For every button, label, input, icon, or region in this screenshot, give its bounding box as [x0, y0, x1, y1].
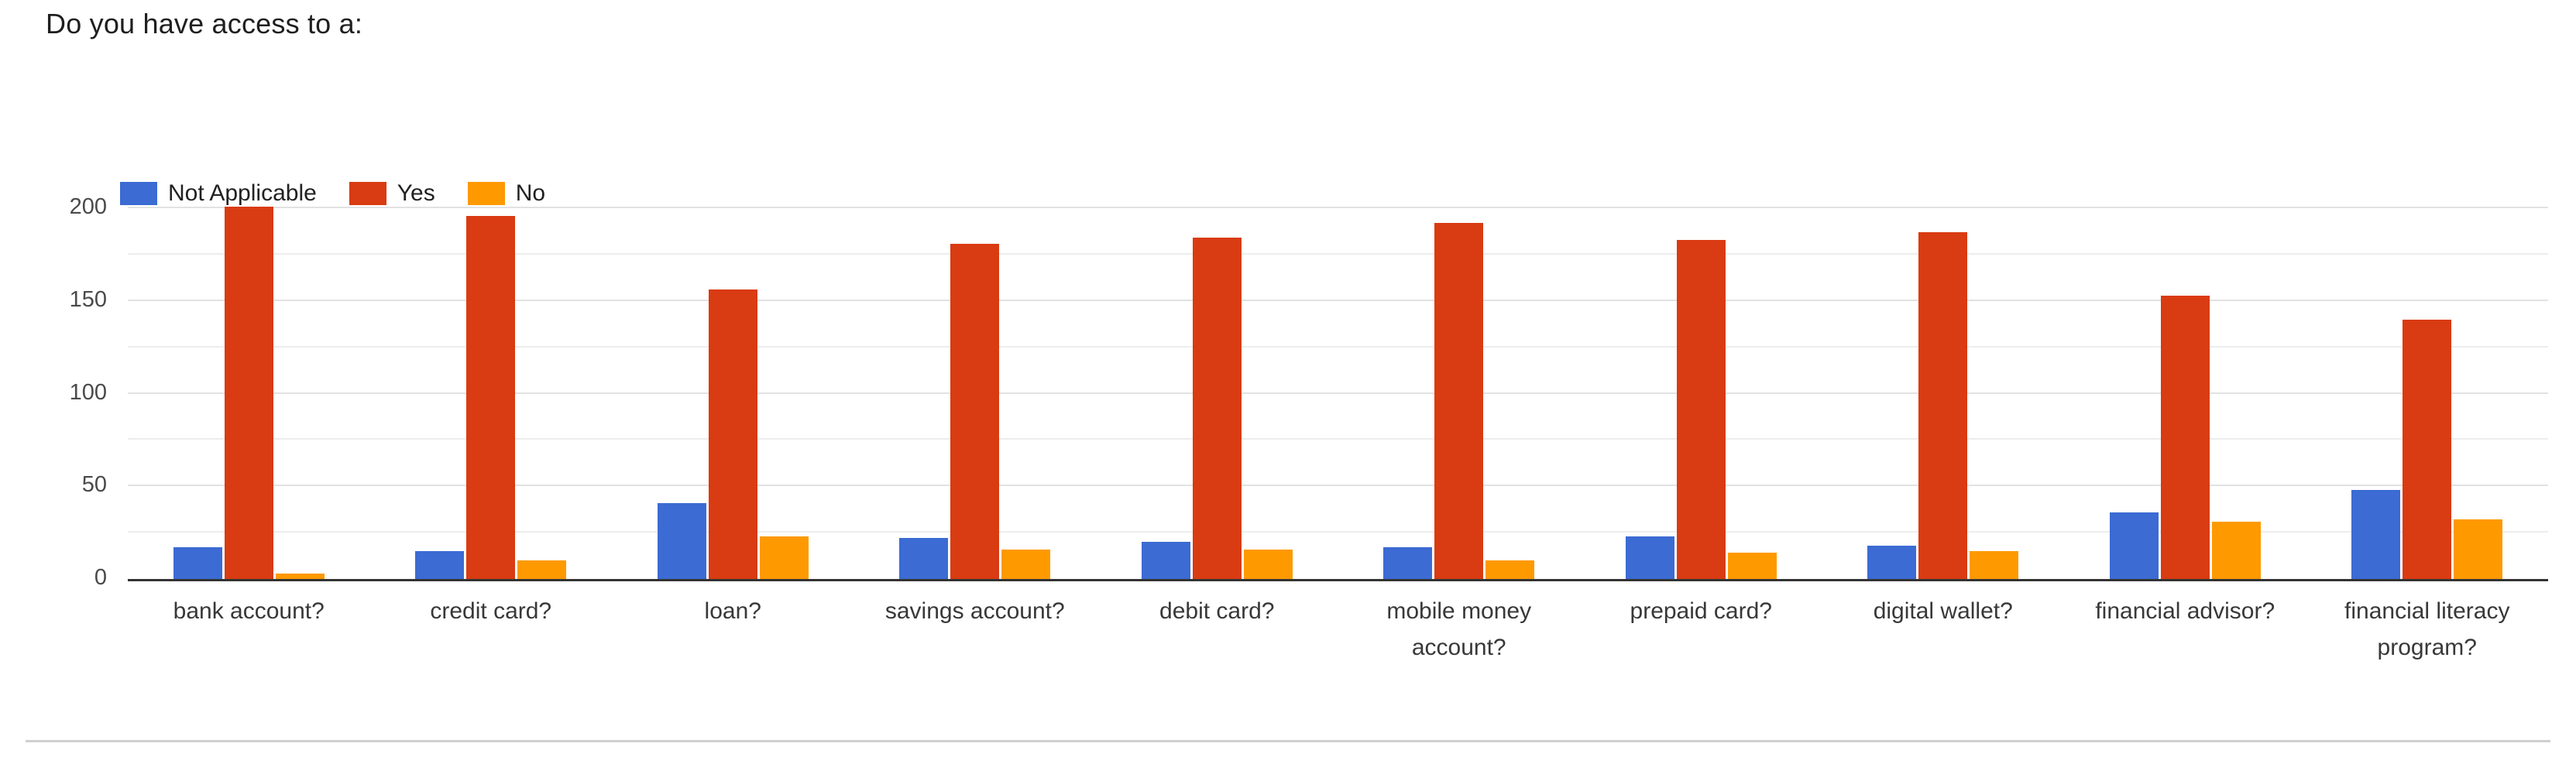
bar-group [128, 206, 370, 579]
gridline-125 [128, 345, 2548, 348]
category-label-text: financial advisor? [2095, 598, 2275, 624]
y-tick-100: 100 [69, 379, 107, 405]
legend-swatch-icon [120, 182, 157, 205]
question-title: Do you have access to a: [46, 8, 363, 39]
bar-not-applicable[interactable] [173, 547, 222, 579]
bar-not-applicable[interactable] [1625, 536, 1674, 579]
category-label: financial literacy program? [2306, 593, 2549, 666]
bar-group [2064, 295, 2306, 579]
card-bottom-divider [26, 740, 2550, 742]
bar-no[interactable] [1243, 549, 1293, 579]
bar-no[interactable] [1727, 553, 1777, 579]
bar-not-applicable[interactable] [2109, 512, 2159, 579]
y-tick-50: 50 [81, 472, 107, 498]
category-label: financial advisor? [2064, 593, 2306, 629]
bar-not-applicable[interactable] [1141, 542, 1190, 579]
bar-not-applicable[interactable] [2351, 490, 2401, 579]
category-label: bank account? [128, 593, 370, 629]
gridline-50 [128, 485, 2548, 487]
gridline-75 [128, 438, 2548, 440]
legend-item-1: Yes [349, 180, 435, 207]
legend-item-0: Not Applicable [120, 180, 317, 207]
category-label: credit card? [370, 593, 613, 629]
category-label-text: debit card? [1159, 598, 1275, 624]
bar-group [1096, 238, 1338, 579]
bar-group [370, 215, 613, 579]
bar-no[interactable] [2454, 519, 2503, 579]
bar-no[interactable] [2211, 521, 2261, 579]
bar-yes[interactable] [2403, 319, 2452, 579]
y-tick-150: 150 [69, 286, 107, 312]
bar-group [1822, 232, 2065, 579]
y-tick-200: 200 [69, 194, 107, 219]
bar-yes[interactable] [950, 243, 1000, 579]
bar-group [1338, 223, 1581, 579]
bar-group [612, 289, 854, 579]
category-label-text: loan? [704, 598, 761, 624]
gridline-200 [128, 207, 2548, 208]
gridline-150 [128, 299, 2548, 301]
bar-no[interactable] [1485, 560, 1535, 579]
bar-no[interactable] [1001, 549, 1051, 579]
bar-group [854, 243, 1097, 579]
y-tick-0: 0 [94, 565, 107, 590]
bar-yes[interactable] [2160, 295, 2210, 579]
y-axis-labels: 0 50 100 150 200 [0, 194, 107, 590]
bar-no[interactable] [517, 560, 567, 579]
bar-not-applicable[interactable] [899, 538, 949, 579]
bar-no[interactable] [1970, 551, 2019, 579]
category-label: debit card? [1096, 593, 1338, 629]
bar-yes[interactable] [224, 206, 273, 579]
category-label: digital wallet? [1822, 593, 2065, 629]
category-label-text: credit card? [430, 598, 552, 624]
gridline-100 [128, 392, 2548, 394]
category-label-text: digital wallet? [1873, 598, 2013, 624]
chart-legend: Not Applicable Yes No [120, 180, 545, 207]
bar-group [2306, 319, 2549, 579]
bar-not-applicable[interactable] [1383, 547, 1433, 579]
bar-yes[interactable] [1676, 239, 1726, 579]
bar-yes[interactable] [466, 215, 516, 579]
bar-yes[interactable] [1918, 232, 1968, 579]
category-label: savings account? [854, 593, 1097, 629]
legend-label: No [515, 180, 546, 206]
category-label: mobile money account? [1338, 593, 1581, 666]
category-label-text: savings account? [884, 598, 1065, 624]
legend-label: Yes [397, 180, 435, 206]
bar-yes[interactable] [708, 289, 757, 579]
x-axis-labels: bank account? credit card? loan? savings ac… [128, 593, 2548, 678]
legend-item-2: No [467, 180, 546, 207]
gridline-175 [128, 252, 2548, 255]
plot-area [128, 206, 2549, 581]
category-label: prepaid card? [1580, 593, 1822, 629]
category-label-text: mobile money account? [1386, 598, 1532, 660]
category-label-text: bank account? [173, 598, 325, 624]
legend-label: Not Applicable [168, 180, 317, 206]
bar-not-applicable[interactable] [1867, 545, 1917, 579]
legend-swatch-icon [349, 182, 386, 205]
bar-no[interactable] [275, 573, 325, 579]
bar-not-applicable[interactable] [657, 502, 706, 579]
category-label-text: prepaid card? [1630, 598, 1772, 624]
legend-swatch-icon [467, 182, 505, 205]
bar-no[interactable] [759, 536, 809, 579]
bar-yes[interactable] [1192, 238, 1242, 579]
category-label-text: financial literacy program? [2344, 598, 2510, 660]
gridline-25 [128, 531, 2548, 533]
bar-not-applicable[interactable] [415, 551, 465, 579]
category-label: loan? [612, 593, 854, 629]
bar-yes[interactable] [1434, 223, 1484, 579]
bar-group [1580, 239, 1822, 579]
